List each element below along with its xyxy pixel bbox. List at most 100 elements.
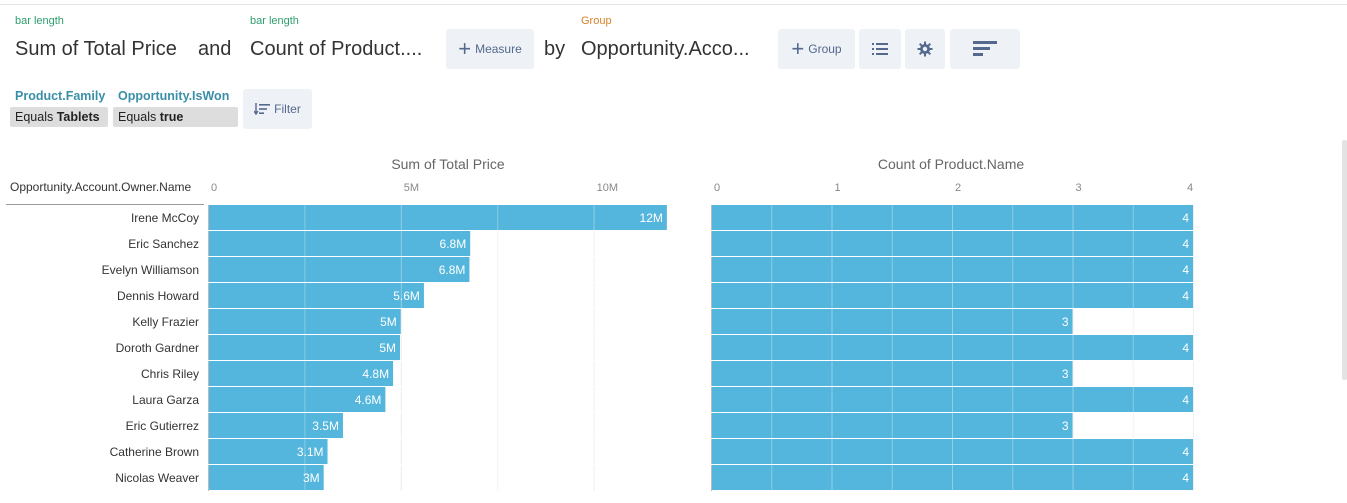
data-label: 5M [379,341,396,355]
row-label: Evelyn Williamson [101,263,199,277]
data-label: 4 [1182,263,1189,277]
list-view-button[interactable] [859,29,901,69]
by-text: by [544,38,566,60]
x-tick-label: 1 [835,182,841,194]
data-label: 6.8M [440,237,467,251]
bar[interactable] [208,283,424,308]
data-label: 5.6M [393,289,420,303]
data-label: 4 [1182,445,1189,459]
bar[interactable] [711,205,1193,230]
x-tick-label: 5M [404,182,419,194]
x-tick-label: 2 [955,182,961,194]
data-label: 4 [1182,237,1189,251]
row-label: Eric Sanchez [128,237,199,251]
data-label: 4 [1182,471,1189,485]
x-tick-label: 3 [1076,182,1082,194]
gear-icon [917,41,933,57]
filter-condition[interactable]: Equals Tablets [10,107,108,127]
filter-pill-product-family[interactable]: Product.Family Equals Tablets [10,88,108,127]
bar[interactable] [711,231,1193,256]
group-block[interactable]: Group Opportunity.Acco... [581,14,750,60]
data-label: 4 [1182,289,1189,303]
filter-condition[interactable]: Equals true [113,107,238,127]
vertical-scrollbar[interactable] [1342,140,1347,380]
add-measure-label: Measure [475,42,522,56]
measure2-value[interactable]: Count of Product.... [250,38,423,60]
bar[interactable] [208,465,324,490]
data-label: 3.5M [312,419,339,433]
data-label: 4 [1182,341,1189,355]
bar[interactable] [208,257,470,282]
x-tick-label: 4 [1187,182,1193,194]
measure2-role-label: bar length [250,15,299,27]
filter-pill-opportunity-iswon[interactable]: Opportunity.IsWon Equals true [113,88,238,127]
data-label: 3 [1062,315,1069,329]
measure1-block[interactable]: bar length Sum of Total Price [15,14,177,60]
row-label: Dennis Howard [116,289,199,303]
filter-sort-icon [254,103,271,115]
bar[interactable] [208,361,394,386]
filter-button[interactable]: Filter [243,89,312,129]
bar[interactable] [208,387,386,412]
add-group-label: Group [808,42,842,56]
bar[interactable] [208,205,667,230]
x-tick-label: 10M [597,182,618,194]
row-label: Laura Garza [132,393,199,407]
data-label: 4 [1182,393,1189,407]
x-tick-label: 0 [211,182,217,194]
group-value[interactable]: Opportunity.Acco... [581,38,750,60]
bar[interactable] [208,309,401,334]
data-label: 3 [1062,419,1069,433]
row-header-divider [6,204,204,205]
bar[interactable] [208,413,343,438]
bar[interactable] [711,361,1073,386]
row-header: Opportunity.Account.Owner.Name [10,180,192,194]
bar[interactable] [711,413,1073,438]
bar[interactable] [208,439,328,464]
filter-value: true [159,110,184,124]
top-divider [0,4,1347,5]
and-text: and [198,38,232,60]
chart2-title: Count of Product.Name [877,156,1025,172]
bar[interactable] [711,439,1193,464]
chart-type-button[interactable] [950,29,1020,69]
bar[interactable] [711,387,1193,412]
data-label: 3 [1062,367,1069,381]
horizontal-bar-chart-icon [973,41,997,56]
settings-button[interactable] [905,29,945,69]
bar[interactable] [711,309,1073,334]
filter-operator: Equals [15,110,54,124]
row-label: Catherine Brown [109,445,199,459]
bar[interactable] [711,335,1193,360]
x-tick-label: 0 [714,182,720,194]
add-group-button[interactable]: + Group [778,29,855,69]
chart1-title: Sum of Total Price [391,156,505,172]
list-icon [872,43,888,55]
bar[interactable] [208,231,471,256]
data-label: 4 [1182,211,1189,225]
add-measure-button[interactable]: + Measure [446,29,534,69]
row-label: Doroth Gardner [115,341,199,355]
row-label: Kelly Frazier [132,315,199,329]
measure2-block[interactable]: bar length Count of Product.... [250,14,422,60]
bar[interactable] [711,257,1193,282]
filter-field-name: Product.Family [15,89,106,103]
group-role-label: Group [581,15,612,27]
row-label: Nicolas Weaver [115,471,199,485]
plus-icon: + [458,36,472,61]
row-label: Eric Gutierrez [125,419,199,433]
bar[interactable] [711,465,1193,490]
measure1-value[interactable]: Sum of Total Price [15,38,177,60]
filter-operator: Equals [118,110,157,124]
data-label: 4.6M [355,393,382,407]
data-label: 12M [640,211,663,225]
bar[interactable] [208,335,401,360]
filter-field-name: Opportunity.IsWon [118,89,230,103]
filter-button-label: Filter [274,102,301,116]
bar[interactable] [711,283,1193,308]
measure1-role-label: bar length [15,15,64,27]
filter-value: Tablets [56,110,100,124]
row-label: Chris Riley [140,367,199,381]
data-label: 3M [303,471,320,485]
